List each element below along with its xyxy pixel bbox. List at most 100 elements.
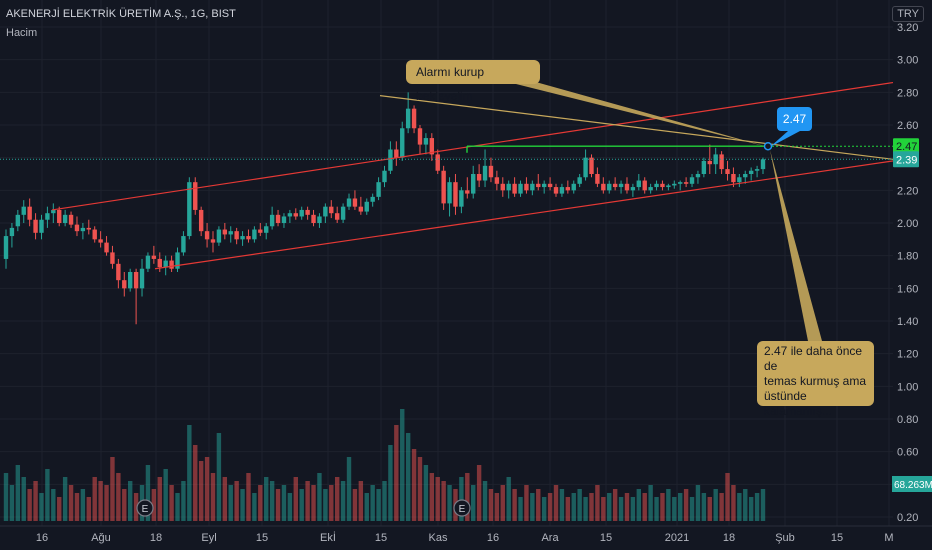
candle-body xyxy=(482,165,488,181)
time-tick-label: 15 xyxy=(375,532,387,544)
volume-bar xyxy=(246,473,251,521)
candle-body xyxy=(518,183,523,194)
time-tick-label: 16 xyxy=(36,532,48,544)
candle-body xyxy=(488,165,494,178)
volume-bar xyxy=(411,449,417,521)
volume-bar xyxy=(110,457,115,521)
candle-body xyxy=(536,183,541,188)
currency-badge[interactable]: TRY xyxy=(892,6,924,22)
candle-body xyxy=(181,236,186,253)
callout-note-line-1: 2.47 ile daha önce de xyxy=(764,344,863,373)
callout-note-pointer xyxy=(770,150,822,341)
volume-bar xyxy=(618,497,624,521)
time-tick-label: Ara xyxy=(541,532,559,544)
alarm-price-callout: 2.47 xyxy=(777,107,812,131)
candle-body xyxy=(441,170,446,204)
volume-bar xyxy=(311,485,316,521)
candle-body xyxy=(683,182,689,184)
volume-bar xyxy=(198,461,204,521)
candle-body xyxy=(429,138,435,155)
time-tick-label: 15 xyxy=(831,532,843,544)
volume-bar xyxy=(754,493,760,521)
candle-body xyxy=(68,214,74,225)
candle-body xyxy=(541,183,547,188)
candle-body xyxy=(707,160,712,165)
time-tick-label: 2021 xyxy=(665,532,689,544)
alarm-price-badge-bg xyxy=(893,138,919,155)
volume-bar xyxy=(193,445,198,521)
candle-body xyxy=(98,239,103,243)
volume-bar xyxy=(382,481,387,521)
price-axis-bg xyxy=(893,0,932,550)
candle-body xyxy=(264,226,269,233)
volume-bar xyxy=(748,497,754,521)
price-tick-label: 3.00 xyxy=(897,55,918,67)
callout-note: 2.47 ile daha önce de temas kurmuş ama ü… xyxy=(757,341,874,418)
candle-body xyxy=(530,183,535,191)
channel-lower-line xyxy=(154,160,894,270)
volume-bar xyxy=(565,497,571,521)
candle-body xyxy=(725,169,730,174)
volume-bar xyxy=(281,485,287,521)
volume-bar xyxy=(364,493,369,521)
candle-body xyxy=(57,209,62,223)
candle-body xyxy=(204,231,210,240)
alarm-price-badge: 2.47 xyxy=(893,138,919,155)
volume-bar xyxy=(737,493,742,521)
candle-body xyxy=(252,229,257,240)
current-price-badge: 2.39 xyxy=(893,151,919,168)
candle-body xyxy=(595,174,600,184)
grid-lines xyxy=(0,0,893,526)
volume-bar xyxy=(323,489,328,521)
candle-body xyxy=(216,229,222,243)
candle-body xyxy=(500,183,505,191)
volume-bar xyxy=(157,477,162,521)
volume-bar xyxy=(204,457,210,521)
price-tick-label: 2.80 xyxy=(897,87,918,99)
candle-body xyxy=(364,201,369,212)
volume-bar xyxy=(683,489,689,521)
volume-bar xyxy=(518,497,523,521)
volume-bar xyxy=(388,445,393,521)
time-tick-label: Eyl xyxy=(201,532,216,544)
volume-bar xyxy=(287,493,293,521)
time-tick-label: Şub xyxy=(775,532,795,544)
volume-bar xyxy=(305,481,310,521)
candle-body xyxy=(193,182,198,210)
candle-body xyxy=(547,183,553,188)
candle-body xyxy=(133,272,139,289)
volume-bar xyxy=(340,481,346,521)
volume-bar xyxy=(494,493,500,521)
volume-bar xyxy=(127,481,133,521)
volume-bar xyxy=(701,493,707,521)
candle-body xyxy=(435,154,440,171)
candle-body xyxy=(352,198,358,207)
volume-bar xyxy=(293,477,298,521)
candle-body xyxy=(417,128,423,145)
volume-bar xyxy=(133,493,139,521)
volume-bar xyxy=(530,493,535,521)
volume-bar xyxy=(500,485,505,521)
volume-bar xyxy=(760,489,766,521)
volume-bar xyxy=(589,493,594,521)
volume-bar xyxy=(33,481,38,521)
volume-bar xyxy=(169,485,174,521)
volume-bar xyxy=(74,493,80,521)
trendlines xyxy=(0,72,894,341)
volume-bar xyxy=(62,477,68,521)
volume-bar xyxy=(346,457,352,521)
volume-legend: Hacim xyxy=(6,27,38,39)
candle-body xyxy=(666,185,671,188)
time-tick-label: 15 xyxy=(256,532,268,544)
candle-body xyxy=(92,229,97,240)
callout-alarm: Alarmı kurup bekleyelim xyxy=(406,60,540,103)
candle-body xyxy=(583,157,588,178)
candle-body xyxy=(287,213,293,217)
volume-bar xyxy=(595,485,600,521)
candle-body xyxy=(719,154,724,170)
candle-body xyxy=(222,229,228,235)
volume-bar xyxy=(228,485,233,521)
candle-body xyxy=(423,138,429,145)
volume-bar xyxy=(636,489,642,521)
